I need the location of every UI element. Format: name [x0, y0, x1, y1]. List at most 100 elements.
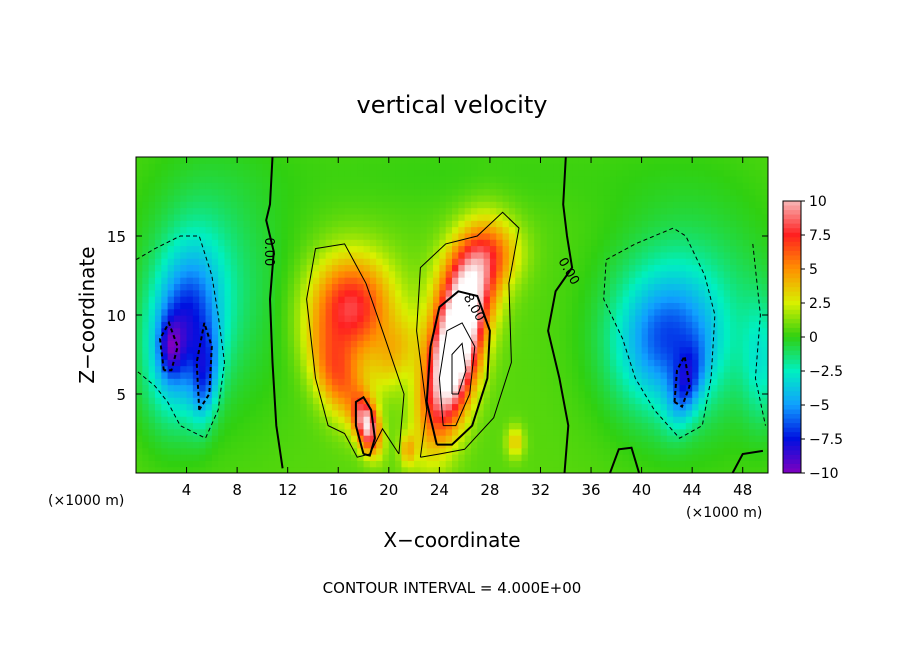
heatmap-cell [148, 403, 156, 411]
heatmap-cell [249, 321, 257, 329]
heatmap-cell [357, 428, 365, 436]
heatmap-cell [711, 327, 719, 335]
heatmap-cell [369, 454, 377, 461]
heatmap-cell [186, 182, 194, 190]
heatmap-cell [338, 352, 346, 360]
heatmap-cell [395, 289, 403, 297]
heatmap-cell [591, 321, 598, 329]
heatmap-cell [527, 315, 535, 322]
heatmap-cell [192, 264, 200, 272]
heatmap-cell [230, 226, 238, 234]
heatmap-cell [433, 346, 440, 354]
heatmap-cell [673, 428, 681, 436]
heatmap-cell [534, 163, 542, 171]
heatmap-cell [142, 359, 150, 367]
heatmap-cell [199, 321, 207, 329]
heatmap-cell [350, 245, 358, 253]
heatmap-cell [597, 175, 605, 183]
heatmap-cell [180, 239, 188, 247]
heatmap-cell [698, 422, 706, 430]
heatmap-cell [312, 384, 320, 392]
heatmap-cell [534, 447, 542, 455]
heatmap-cell [142, 207, 150, 215]
heatmap-cell [483, 270, 491, 278]
heatmap-cell [306, 283, 314, 291]
heatmap-cell [761, 188, 768, 196]
heatmap-cell [489, 378, 497, 386]
heatmap-cell [723, 447, 731, 455]
heatmap-cell [641, 315, 649, 322]
heatmap-cell [300, 365, 308, 373]
heatmap-cell [458, 454, 466, 461]
heatmap-cell [192, 175, 200, 183]
heatmap-cell [616, 270, 624, 278]
heatmap-cell [306, 258, 314, 266]
heatmap-cell [666, 194, 674, 202]
heatmap-cell [211, 239, 219, 247]
heatmap-cell [173, 447, 181, 455]
heatmap-cell [704, 213, 712, 221]
heatmap-cell [647, 175, 655, 183]
heatmap-cell [597, 435, 605, 442]
heatmap-cell [331, 194, 339, 202]
heatmap-cell [717, 327, 725, 335]
heatmap-cell [704, 175, 712, 183]
heatmap-cell [306, 264, 314, 272]
heatmap-cell [407, 232, 415, 240]
heatmap-cell [502, 466, 510, 473]
heatmap-cell [704, 397, 712, 405]
heatmap-cell [673, 258, 681, 266]
heatmap-cell [167, 378, 175, 386]
heatmap-cell [452, 327, 459, 335]
heatmap-cell [142, 447, 150, 455]
heatmap-cell [192, 346, 200, 354]
heatmap-cell [344, 239, 352, 247]
heatmap-cell [591, 239, 598, 247]
heatmap-cell [192, 460, 200, 468]
heatmap-cell [376, 352, 384, 360]
heatmap-cell [679, 441, 687, 449]
heatmap-cell [218, 232, 226, 240]
heatmap-cell [211, 397, 219, 405]
heatmap-cell [458, 213, 466, 221]
heatmap-cell [755, 378, 763, 386]
heatmap-cell [470, 264, 478, 272]
heatmap-cell [338, 213, 346, 221]
heatmap-cell [534, 384, 542, 392]
heatmap-cell [224, 365, 232, 373]
heatmap-cell [167, 175, 175, 183]
heatmap-cell [306, 270, 314, 278]
heatmap-cell [515, 220, 523, 228]
heatmap-cell [483, 169, 491, 177]
heatmap-cell [445, 201, 453, 209]
heatmap-cell [275, 460, 282, 468]
heatmap-cell [420, 302, 428, 310]
heatmap-cell [357, 264, 365, 272]
heatmap-cell [502, 182, 510, 190]
heatmap-cell [761, 270, 768, 278]
heatmap-cell [401, 428, 409, 436]
heatmap-cell [237, 163, 245, 171]
heatmap-cell [407, 321, 415, 329]
heatmap-cell [237, 175, 245, 183]
heatmap-cell [452, 371, 459, 379]
heatmap-cell [256, 422, 263, 430]
heatmap-cell [546, 454, 554, 461]
heatmap-cell [685, 283, 693, 291]
heatmap-cell [597, 308, 605, 316]
heatmap-cell [154, 365, 162, 373]
heatmap-cell [237, 213, 245, 221]
heatmap-cell [357, 175, 365, 183]
heatmap-cell [376, 245, 384, 253]
heatmap-cell [464, 315, 472, 322]
heatmap-cell [281, 207, 289, 215]
heatmap-cell [755, 163, 763, 171]
heatmap-cell [363, 277, 371, 284]
heatmap-cell [376, 277, 384, 284]
heatmap-cell [167, 201, 175, 209]
heatmap-cell [584, 182, 592, 190]
heatmap-cell [546, 390, 554, 398]
heatmap-cell [256, 327, 263, 335]
heatmap-cell [287, 359, 295, 367]
heatmap-cell [325, 283, 333, 291]
